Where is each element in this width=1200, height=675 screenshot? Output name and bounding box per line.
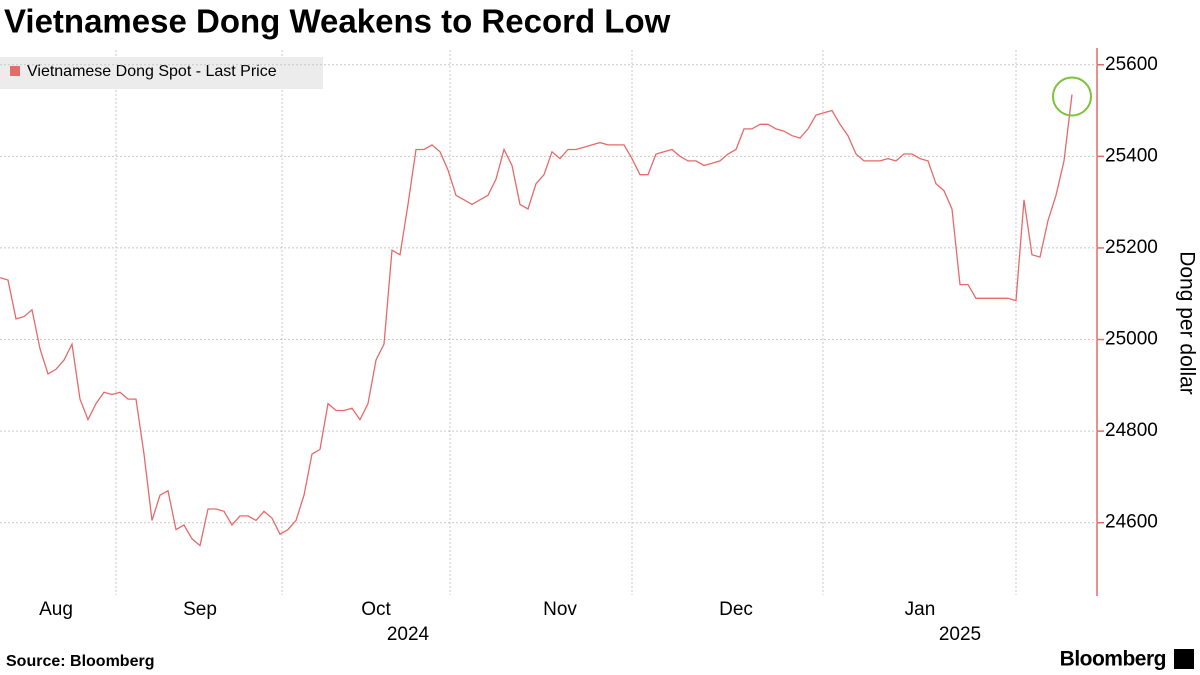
x-tick-label: Jan <box>905 599 936 620</box>
chart-title: Vietnamese Dong Weakens to Record Low <box>4 3 671 40</box>
y-tick-label: 25200 <box>1105 237 1158 258</box>
series-line <box>0 94 1073 547</box>
x-year-label: 2025 <box>939 624 981 645</box>
x-tick-label: Sep <box>183 599 217 620</box>
y-axis-title: Dong per dollar <box>1175 251 1198 395</box>
y-tick-label: 25400 <box>1105 145 1158 166</box>
x-tick-label: Aug <box>39 599 73 620</box>
legend-box <box>0 57 323 89</box>
x-year-label: 2024 <box>387 624 430 645</box>
brand-icon <box>1174 649 1194 669</box>
x-tick-label: Oct <box>361 599 391 620</box>
y-tick-label: 25600 <box>1105 54 1158 75</box>
brand: Bloomberg <box>1060 648 1166 671</box>
y-tick-label: 24800 <box>1105 420 1158 441</box>
y-tick-label: 24600 <box>1105 512 1158 533</box>
x-tick-label: Nov <box>543 599 577 620</box>
month-grid <box>115 50 1017 595</box>
y-tick-label: 25000 <box>1105 329 1158 350</box>
source: Source: Bloomberg <box>6 653 154 670</box>
legend-label: Vietnamese Dong Spot - Last Price <box>27 63 277 80</box>
x-tick-label: Dec <box>719 599 753 620</box>
highlight-circle <box>1052 76 1092 117</box>
legend-swatch <box>10 66 20 76</box>
